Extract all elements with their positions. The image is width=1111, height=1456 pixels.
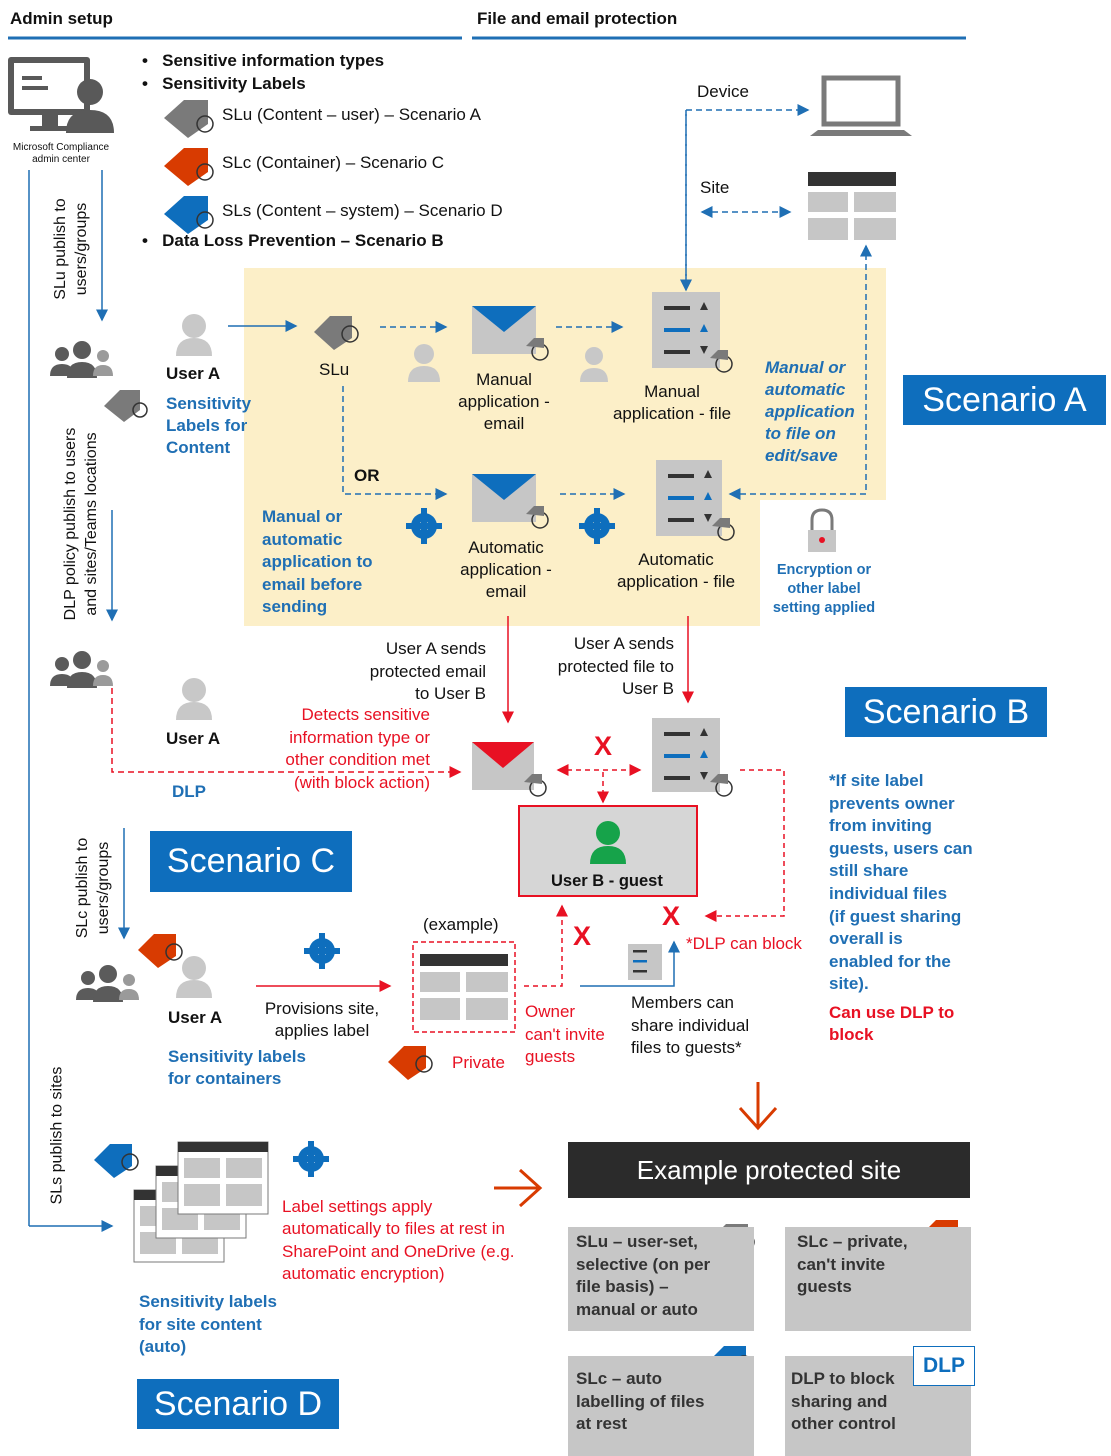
user-a-label: User A <box>166 729 221 748</box>
document-icon <box>656 460 735 541</box>
tag-red-icon <box>164 148 214 186</box>
auto-file-label: Automatic application - file <box>616 550 736 591</box>
bullet-labels: • Sensitivity Labels <box>142 74 306 93</box>
encryption-note: Encryption or other label setting applied <box>772 562 876 616</box>
label-slc: SLc (Container) – Scenario C <box>222 153 445 172</box>
label-sls: SLs (Content – system) – Scenario D <box>222 201 503 220</box>
down-arrow-icon <box>738 1082 778 1131</box>
email-red-icon <box>472 742 547 797</box>
detects-note: Detects sensitive information type or othe… <box>285 705 430 792</box>
dlp-can-block-label: *DLP can block <box>686 934 802 953</box>
example-site-title: Example protected site <box>636 1155 902 1185</box>
dlp-block-note: Can use DLP to block <box>829 1003 955 1044</box>
file-email-protection-header: File and email protection <box>477 9 678 28</box>
lock-icon <box>808 508 836 552</box>
block-x-icon: X <box>594 731 613 761</box>
bullet-dlp: • Data Loss Prevention – Scenario B <box>142 231 444 250</box>
admin-setup-header: Admin setup <box>10 9 113 28</box>
slu-label: SLu <box>319 360 350 379</box>
tag-gray-icon <box>164 100 214 138</box>
guest-label: User B - guest <box>551 872 663 890</box>
gear-icon <box>406 508 442 544</box>
label-settings-note: Label settings apply automatically to fil… <box>282 1197 515 1283</box>
manual-or-auto-email-note: Manual or automatic application to email be… <box>262 507 373 616</box>
guest-user-icon <box>590 821 626 864</box>
sends-file-label: User A sends protected file to User B <box>557 634 674 698</box>
scenario-b-badge: Scenario B <box>845 687 1047 737</box>
manual-email-label: Manual application - email <box>458 370 550 433</box>
document-icon <box>652 718 733 797</box>
user-icon <box>580 347 608 382</box>
admin-center-label: Microsoft Compliance admin center <box>12 142 110 165</box>
example-site-frame <box>412 941 516 1033</box>
scenario-c-badge: Scenario C <box>150 831 352 892</box>
user-a-label: User A <box>168 1008 223 1027</box>
stacked-sites-icon <box>133 1141 269 1263</box>
user-a-icon <box>176 678 212 720</box>
owner-cant-invite: Owner can't invite guests <box>525 1002 605 1066</box>
document-icon <box>652 292 733 373</box>
provisions-label: Provisions site, applies label <box>264 999 380 1040</box>
members-can-share: Members can share individual files to gues… <box>631 993 750 1057</box>
bullet-sit: • Sensitive information types <box>142 51 385 70</box>
gear-icon <box>304 933 340 969</box>
site-label: Site <box>700 178 730 197</box>
private-label: Private <box>452 1053 505 1072</box>
device-label: Device <box>697 82 749 101</box>
site-label-note: *If site label prevents owner from invitin… <box>829 771 973 994</box>
tag-red-icon <box>138 934 183 968</box>
example-site-box-slu: SLu – user-set, selective (on per file bas… <box>568 1227 754 1331</box>
manual-or-auto-file-note: Manual or automatic application to file on e… <box>765 358 855 465</box>
example-site-box-auto: SLc – auto labelling of files at rest <box>568 1356 754 1456</box>
scenario-d-caption: Sensitivity labels for site content (auto) <box>139 1292 277 1356</box>
right-arrow-icon <box>494 1168 543 1208</box>
gear-icon <box>579 508 615 544</box>
users-group-icon <box>76 965 139 1002</box>
user-icon <box>408 344 440 382</box>
user-a-icon <box>176 314 212 356</box>
dlp-label: DLP <box>172 782 206 801</box>
scenario-c-caption: Sensitivity labels for containers <box>168 1047 306 1088</box>
gear-icon <box>293 1141 329 1177</box>
example-site-box-dlp: DLP to block sharing and other control <box>785 1356 971 1456</box>
user-a-icon <box>176 956 212 998</box>
tag-red-icon <box>388 1046 433 1080</box>
encryption-note-box <box>760 500 886 626</box>
example-site-title-bar <box>568 1142 970 1198</box>
sends-email-label: User A sends protected email to User B <box>369 639 486 703</box>
users-group-icon <box>50 341 113 378</box>
site-icon <box>808 172 896 240</box>
small-document-icon <box>628 944 662 980</box>
tag-blue-icon <box>94 1144 139 1178</box>
scenario-a-badge: Scenario A <box>903 375 1106 425</box>
tag-blue-icon <box>164 196 214 234</box>
example-label: (example) <box>423 915 499 934</box>
users-group-icon <box>50 651 113 688</box>
example-site-box-slc: SLc – private, can't invite guests <box>785 1227 971 1331</box>
email-icon <box>472 474 549 529</box>
site-icon <box>420 954 508 1020</box>
email-icon <box>472 306 549 361</box>
user-a-label: User A <box>166 364 221 383</box>
auto-email-label: Automatic application - email <box>460 538 552 601</box>
scenario-d-badge: Scenario D <box>137 1379 339 1429</box>
laptop-icon <box>810 75 912 136</box>
slu-tag-icon <box>314 316 359 350</box>
admin-center-icon <box>8 57 114 133</box>
dlp-badge: DLP <box>913 1346 975 1386</box>
block-x-icon: X <box>573 921 592 951</box>
tag-gray-icon <box>104 390 148 422</box>
scenario-a-caption: Sensitivity Labels for Content <box>166 394 252 457</box>
manual-file-label: Manual application - file <box>612 382 732 423</box>
block-x-icon: X <box>662 901 681 931</box>
label-slu: SLu (Content – user) – Scenario A <box>222 105 481 124</box>
or-label: OR <box>354 466 380 485</box>
